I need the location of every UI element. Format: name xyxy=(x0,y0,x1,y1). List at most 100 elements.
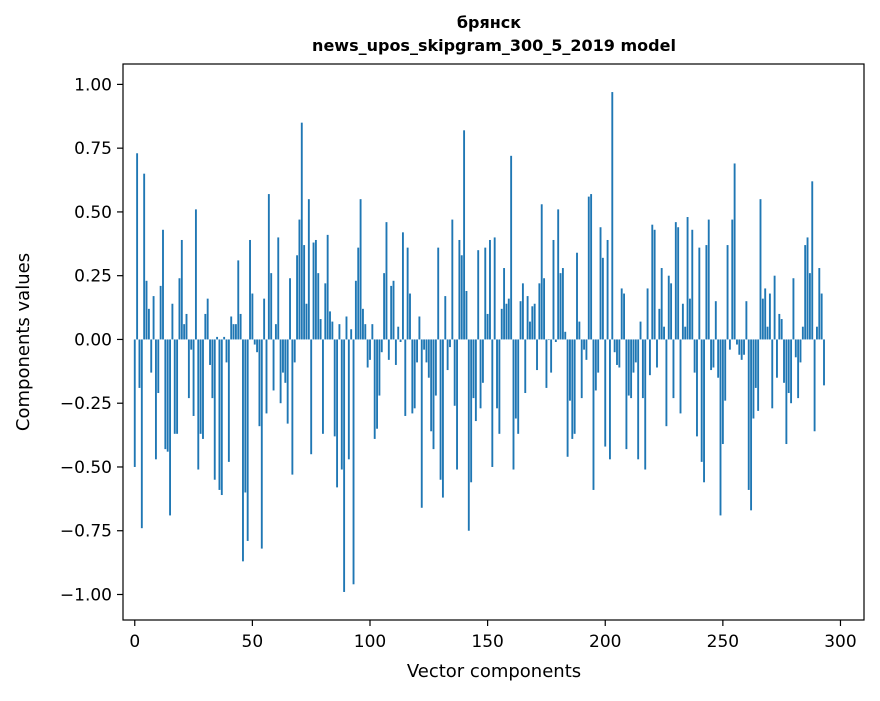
bar xyxy=(811,181,814,340)
y-tick-label: −1.00 xyxy=(60,585,112,605)
bar xyxy=(526,296,529,340)
bar xyxy=(514,339,517,419)
bar xyxy=(823,339,825,386)
bar xyxy=(517,339,520,434)
bar xyxy=(728,339,731,350)
bar xyxy=(439,339,442,480)
bar xyxy=(298,219,301,340)
bar xyxy=(463,130,466,340)
bar xyxy=(576,252,578,340)
bar xyxy=(719,339,722,516)
bar xyxy=(446,339,449,371)
bar xyxy=(641,339,644,399)
y-tick-label: 0.25 xyxy=(74,267,112,287)
bar xyxy=(138,339,141,388)
bar xyxy=(474,339,477,422)
bar xyxy=(580,339,583,399)
bar xyxy=(173,339,176,434)
bar xyxy=(204,313,207,340)
bar xyxy=(441,339,444,498)
bar xyxy=(639,321,642,340)
bar xyxy=(234,324,237,340)
bar xyxy=(813,339,816,432)
bar xyxy=(578,321,581,340)
bar xyxy=(559,273,562,340)
chart-title: брянск xyxy=(457,13,521,32)
x-axis-label: Vector components xyxy=(407,661,581,682)
bar xyxy=(401,232,404,340)
bar xyxy=(764,288,767,340)
bar xyxy=(686,217,689,340)
bar xyxy=(757,339,760,411)
bar xyxy=(590,194,593,340)
bar xyxy=(392,280,395,340)
bar xyxy=(731,219,734,340)
bar xyxy=(740,339,743,360)
bar xyxy=(761,298,764,340)
bar xyxy=(340,339,343,470)
bar xyxy=(714,301,717,340)
bar xyxy=(260,339,263,549)
bar xyxy=(336,339,339,488)
bar xyxy=(258,339,261,427)
bar xyxy=(531,306,534,340)
bar xyxy=(152,296,155,340)
bar xyxy=(277,237,280,340)
bar xyxy=(322,339,324,434)
bar xyxy=(444,296,447,340)
bar xyxy=(194,209,197,340)
bar xyxy=(430,339,433,432)
bar xyxy=(199,339,202,434)
x-tick-label: 50 xyxy=(242,632,264,652)
bar xyxy=(698,247,701,340)
bar xyxy=(521,283,524,340)
bar xyxy=(216,336,219,340)
bar xyxy=(434,339,437,396)
bar xyxy=(616,339,618,365)
bar xyxy=(354,280,357,340)
bar xyxy=(583,339,586,350)
bar xyxy=(331,321,334,340)
bar xyxy=(154,339,157,460)
x-tick-label: 300 xyxy=(824,632,856,652)
bar xyxy=(206,298,209,340)
bar xyxy=(623,293,625,340)
bar xyxy=(345,316,348,340)
bar xyxy=(169,339,171,516)
bar xyxy=(486,313,489,340)
bar xyxy=(479,339,482,409)
bar xyxy=(338,324,341,340)
bar xyxy=(286,339,289,424)
bar xyxy=(733,163,736,340)
bar xyxy=(357,247,360,340)
bar xyxy=(538,283,541,340)
bar xyxy=(326,234,329,340)
y-axis-label: Components values xyxy=(13,253,34,431)
bar xyxy=(684,326,687,340)
bar xyxy=(484,247,487,340)
bar xyxy=(644,339,647,470)
bar xyxy=(536,339,538,371)
x-tick-label: 100 xyxy=(354,632,386,652)
bar xyxy=(524,339,527,394)
bar xyxy=(209,339,211,365)
bar xyxy=(670,283,673,340)
bar xyxy=(778,313,781,340)
bar xyxy=(319,319,322,340)
bar xyxy=(660,268,663,340)
bar xyxy=(220,339,223,496)
bar xyxy=(418,316,421,340)
bar xyxy=(533,303,536,340)
bar xyxy=(432,339,435,450)
bar xyxy=(300,122,303,340)
bar-series xyxy=(133,92,825,592)
bar xyxy=(253,339,256,345)
bar xyxy=(232,324,235,340)
bar xyxy=(251,293,254,340)
bar xyxy=(246,339,249,541)
bar xyxy=(399,339,402,342)
bar xyxy=(162,229,164,340)
bar xyxy=(145,280,148,340)
